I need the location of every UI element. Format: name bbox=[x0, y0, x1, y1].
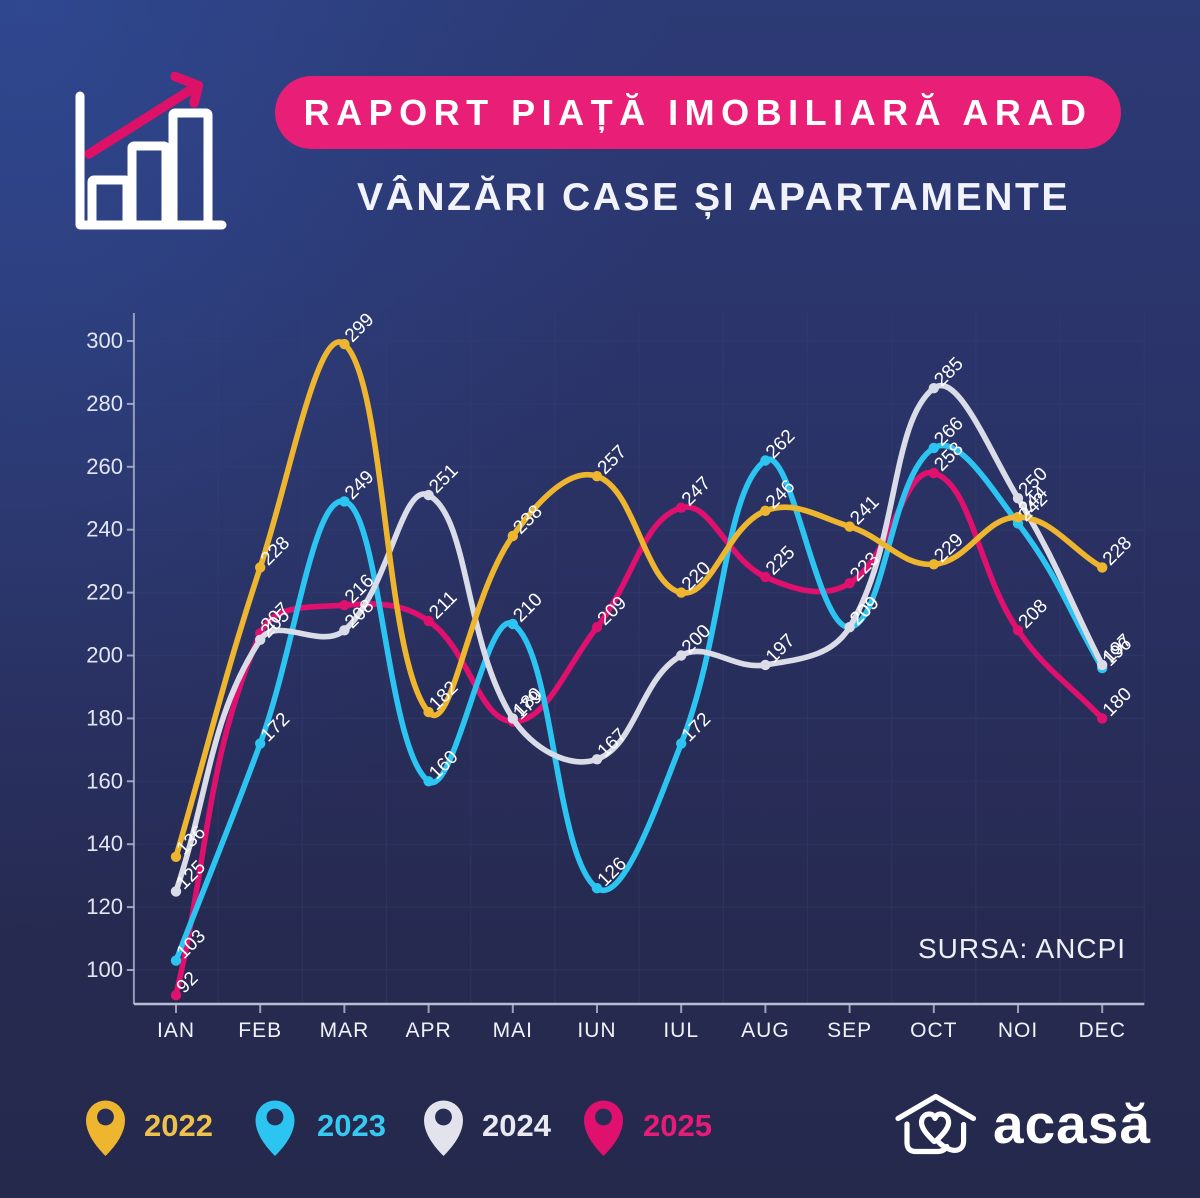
svg-text:IUL: IUL bbox=[663, 1019, 699, 1042]
svg-text:180: 180 bbox=[86, 705, 123, 730]
svg-text:IAN: IAN bbox=[157, 1019, 195, 1042]
svg-text:IUN: IUN bbox=[577, 1019, 616, 1042]
svg-text:SURSA: ANCPI: SURSA: ANCPI bbox=[918, 933, 1126, 964]
svg-text:280: 280 bbox=[86, 391, 123, 416]
svg-text:SEP: SEP bbox=[827, 1019, 872, 1042]
svg-text:NOI: NOI bbox=[998, 1019, 1038, 1042]
svg-text:AUG: AUG bbox=[741, 1019, 790, 1042]
svg-text:MAI: MAI bbox=[493, 1019, 533, 1042]
svg-text:OCT: OCT bbox=[910, 1019, 957, 1042]
svg-text:acasă: acasă bbox=[993, 1093, 1151, 1155]
svg-text:220: 220 bbox=[86, 580, 123, 605]
svg-text:300: 300 bbox=[86, 328, 123, 353]
svg-text:140: 140 bbox=[86, 831, 123, 856]
svg-text:120: 120 bbox=[86, 894, 123, 919]
svg-text:100: 100 bbox=[86, 957, 123, 982]
svg-text:2025: 2025 bbox=[643, 1108, 712, 1143]
svg-text:2024: 2024 bbox=[482, 1108, 552, 1143]
svg-text:260: 260 bbox=[86, 454, 123, 479]
svg-text:200: 200 bbox=[86, 643, 123, 668]
svg-text:2022: 2022 bbox=[144, 1108, 213, 1143]
svg-text:APR: APR bbox=[406, 1019, 452, 1042]
svg-text:FEB: FEB bbox=[238, 1019, 282, 1042]
svg-text:160: 160 bbox=[86, 768, 123, 793]
svg-text:2023: 2023 bbox=[317, 1108, 386, 1143]
svg-text:240: 240 bbox=[86, 517, 123, 542]
svg-text:DEC: DEC bbox=[1079, 1019, 1126, 1042]
svg-text:MAR: MAR bbox=[320, 1019, 370, 1042]
